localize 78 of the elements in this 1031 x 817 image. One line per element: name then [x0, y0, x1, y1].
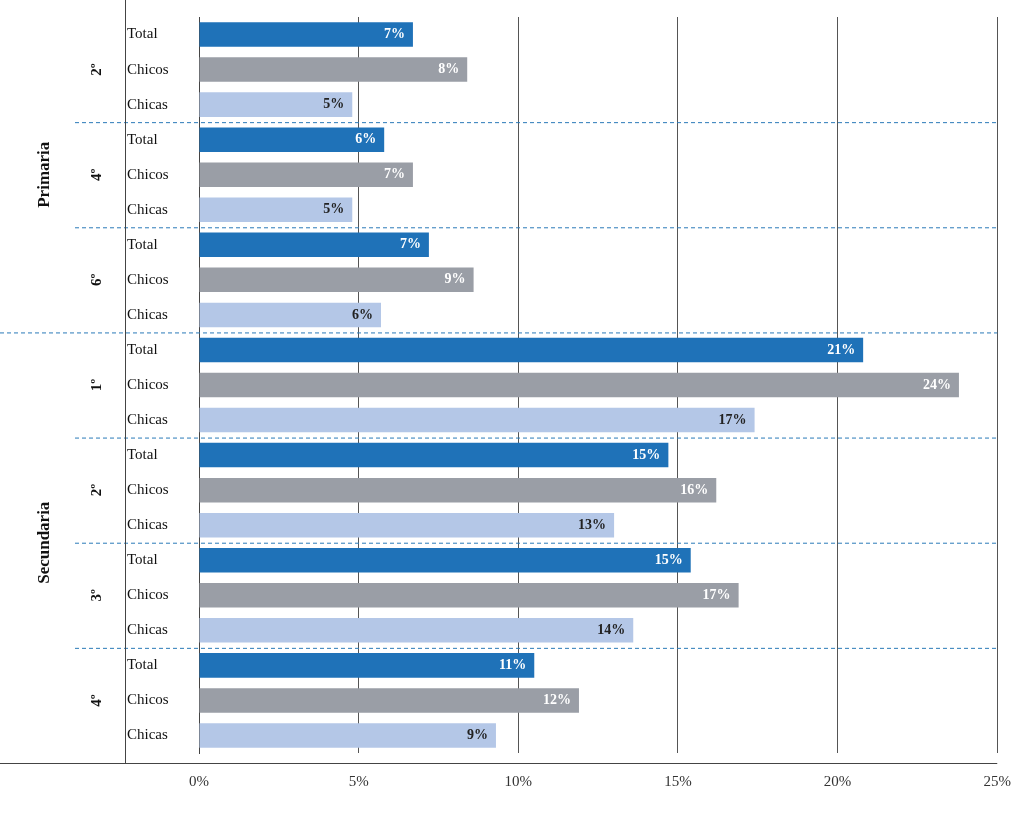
y-tick-label: Total: [127, 340, 158, 357]
y-tick-label: Chicas: [127, 410, 168, 427]
bar: [199, 407, 755, 433]
text: 4º: [87, 694, 104, 707]
text: Secundaria: [34, 501, 54, 584]
x-tick-label: 25%: [983, 772, 1011, 789]
data-label: 13%: [578, 516, 607, 532]
bar: [199, 267, 474, 293]
text: 2º: [87, 63, 104, 76]
y-tick-label: Total: [127, 656, 158, 673]
bar: [199, 302, 381, 328]
data-label: 9%: [466, 727, 488, 743]
text: 3º: [87, 589, 104, 602]
y-tick-label: Chicas: [127, 95, 168, 112]
data-label: 11%: [499, 656, 527, 672]
y-tick-label: Total: [127, 130, 158, 147]
bar: [199, 92, 353, 117]
text: 6º: [87, 273, 104, 287]
bar: [199, 477, 717, 503]
bar: [199, 618, 634, 643]
y-tick-label: Total: [127, 25, 158, 42]
bar: [199, 723, 496, 748]
bar: [199, 688, 579, 713]
y-tick-label: Chicos: [127, 60, 169, 77]
bar: [199, 583, 739, 608]
y-tick-label: Chicas: [127, 726, 168, 743]
bar: [199, 127, 385, 152]
y-tick-label: Chicos: [127, 691, 169, 708]
bar: [199, 337, 864, 363]
data-label: 6%: [352, 306, 373, 322]
bar: [199, 22, 413, 47]
bar: [199, 442, 669, 468]
x-tick-label: 20%: [823, 772, 852, 789]
data-label: 12%: [542, 692, 571, 708]
y-tick-label: Chicas: [127, 305, 168, 322]
data-label: 24%: [922, 376, 951, 392]
data-label: 16%: [680, 481, 709, 497]
data-label: 21%: [827, 341, 856, 357]
y-tick-label: Chicos: [127, 481, 169, 498]
bar: [199, 512, 615, 538]
data-label: 8%: [438, 61, 460, 77]
bar: [199, 653, 535, 678]
bar: [199, 197, 353, 223]
y-tick-label: Total: [127, 235, 158, 252]
x-tick-label: 0%: [189, 772, 209, 789]
data-label: 6%: [355, 131, 377, 147]
x-tick-label: 15%: [664, 772, 692, 789]
y-tick-label: Total: [127, 551, 158, 568]
text: 1º: [87, 378, 104, 392]
data-label: 15%: [654, 551, 683, 567]
y-tick-label: Chicas: [127, 516, 168, 533]
data-label: 17%: [702, 586, 731, 602]
y-tick-label: Chicos: [127, 375, 169, 392]
bar: [199, 547, 691, 573]
data-label: 7%: [399, 236, 421, 252]
text: 2º: [87, 483, 104, 497]
data-label: 14%: [597, 621, 626, 637]
y-tick-label: Chicos: [127, 270, 169, 287]
data-label: 5%: [323, 96, 345, 112]
data-label: 7%: [383, 26, 405, 42]
data-label: 9%: [444, 271, 466, 287]
data-label: 5%: [323, 201, 345, 217]
x-tick-label: 5%: [348, 772, 369, 789]
text: 4º: [87, 168, 104, 181]
y-tick-label: Chicos: [127, 165, 169, 182]
y-tick-label: Chicos: [127, 586, 169, 603]
y-tick-label: Chicas: [127, 200, 168, 217]
data-label: 15%: [632, 446, 661, 462]
bar: [199, 57, 468, 82]
data-label: 17%: [718, 411, 747, 427]
x-tick-label: 10%: [504, 772, 533, 789]
text: Primaria: [34, 141, 54, 208]
bar: [199, 232, 429, 258]
bar: [199, 162, 413, 187]
data-label: 7%: [383, 166, 405, 182]
bar: [199, 372, 959, 398]
y-tick-label: Total: [127, 446, 158, 463]
y-tick-label: Chicas: [127, 621, 168, 638]
